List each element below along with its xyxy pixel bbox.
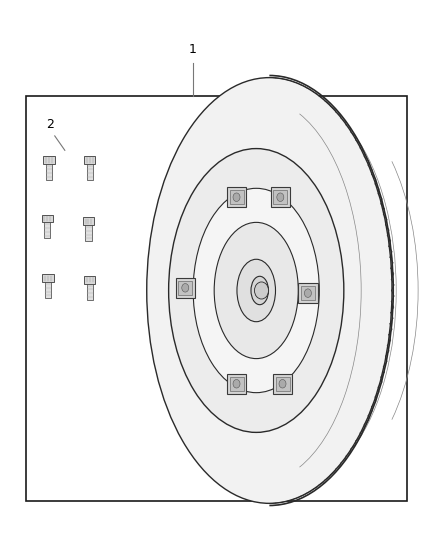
- Circle shape: [233, 379, 240, 388]
- Ellipse shape: [147, 78, 392, 503]
- Bar: [44, 222, 50, 238]
- Bar: [83, 217, 94, 225]
- Circle shape: [304, 289, 311, 297]
- Bar: [85, 225, 92, 241]
- Text: 1: 1: [189, 43, 197, 56]
- Bar: [84, 156, 95, 164]
- Circle shape: [254, 282, 268, 299]
- Ellipse shape: [237, 259, 276, 322]
- Text: 2: 2: [46, 118, 54, 131]
- Bar: [230, 377, 244, 391]
- Bar: [87, 164, 93, 180]
- Bar: [176, 278, 195, 298]
- Bar: [42, 274, 54, 282]
- Ellipse shape: [169, 149, 344, 432]
- Bar: [227, 187, 246, 207]
- Bar: [43, 156, 55, 164]
- Bar: [230, 190, 244, 204]
- Bar: [45, 282, 51, 298]
- Bar: [273, 190, 287, 204]
- Circle shape: [279, 379, 286, 388]
- Bar: [26, 96, 407, 501]
- Bar: [227, 374, 246, 394]
- Bar: [46, 164, 52, 180]
- Bar: [87, 284, 93, 300]
- Bar: [42, 215, 53, 222]
- Bar: [84, 276, 95, 284]
- Circle shape: [277, 193, 284, 201]
- Bar: [271, 187, 290, 207]
- Ellipse shape: [214, 222, 298, 359]
- Ellipse shape: [251, 276, 268, 305]
- Bar: [178, 281, 192, 295]
- Bar: [301, 286, 315, 300]
- Bar: [276, 377, 290, 391]
- Ellipse shape: [193, 188, 319, 393]
- Bar: [273, 374, 292, 394]
- Bar: [298, 283, 318, 303]
- Circle shape: [233, 193, 240, 201]
- Circle shape: [182, 284, 189, 292]
